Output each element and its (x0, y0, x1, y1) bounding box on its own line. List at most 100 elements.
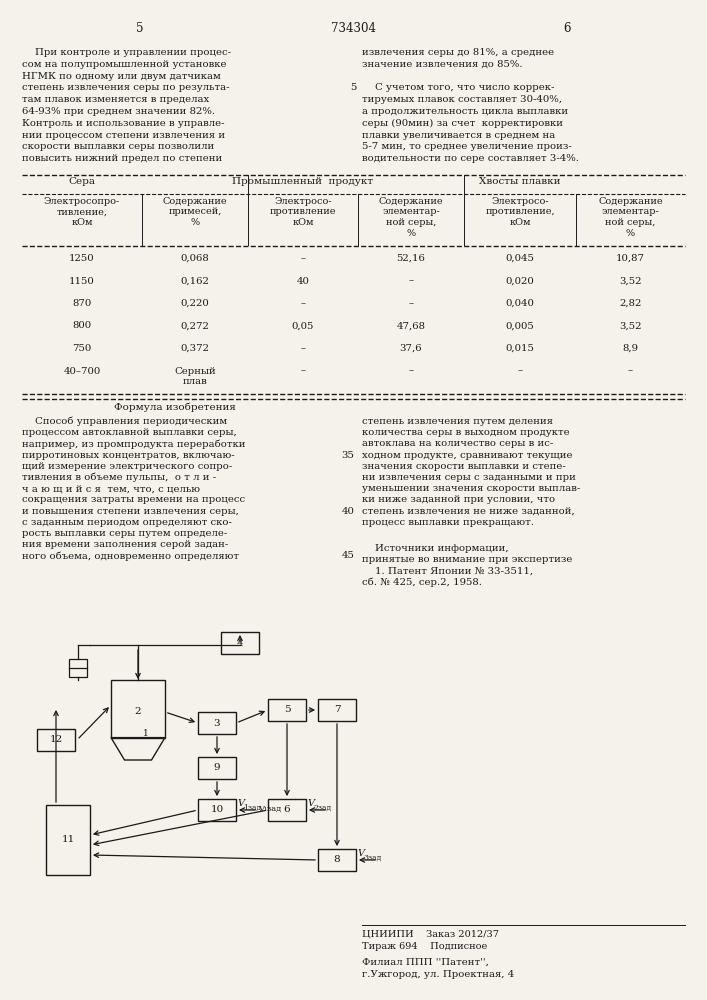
Text: а продолжительность цикла выплавки: а продолжительность цикла выплавки (362, 107, 568, 116)
Text: ч а ю щ и й с я  тем, что, с целью: ч а ю щ и й с я тем, что, с целью (22, 484, 200, 493)
Text: 1зад: 1зад (243, 804, 262, 812)
Bar (318, 849, 356, 871)
Text: Источники информации,: Источники информации, (362, 544, 508, 553)
Text: С учетом того, что число коррек-: С учетом того, что число коррек- (362, 83, 554, 92)
Text: ходном продукте, сравнивают текущие: ходном продукте, сравнивают текущие (362, 451, 573, 460)
Text: автоклава на количество серы в ис-: автоклава на количество серы в ис- (362, 439, 554, 448)
Text: Содержание: Содержание (598, 197, 663, 206)
Text: –: – (518, 366, 522, 375)
Text: сб. № 425, сер.2, 1958.: сб. № 425, сер.2, 1958. (362, 578, 482, 587)
Text: V: V (358, 848, 365, 857)
Text: 40: 40 (341, 507, 354, 516)
Text: –: – (409, 299, 414, 308)
Text: ного объема, одновременно определяют: ного объема, одновременно определяют (22, 551, 239, 561)
Text: значение извлечения до 85%.: значение извлечения до 85%. (362, 60, 522, 69)
Text: 734304: 734304 (330, 22, 375, 35)
Text: 5: 5 (284, 706, 291, 714)
Text: значения скорости выплавки и степе-: значения скорости выплавки и степе- (362, 462, 566, 471)
Text: Сера: Сера (69, 177, 95, 186)
Bar (198, 757, 236, 779)
Text: Содержание: Содержание (379, 197, 443, 206)
Text: примесей,: примесей, (168, 208, 222, 217)
Text: 1: 1 (143, 730, 149, 738)
Text: 0,040: 0,040 (506, 299, 534, 308)
Text: процесс выплавки прекращают.: процесс выплавки прекращают. (362, 518, 534, 527)
Text: 10: 10 (211, 806, 223, 814)
Text: 11: 11 (62, 836, 75, 844)
Text: 10,87: 10,87 (616, 254, 645, 263)
Bar (46, 805, 90, 875)
Text: %: % (190, 218, 199, 227)
Text: Содержание: Содержание (163, 197, 228, 206)
Text: с заданным периодом определяют ско-: с заданным периодом определяют ско- (22, 518, 232, 527)
Text: водительности по сере составляет 3-4%.: водительности по сере составляет 3-4%. (362, 154, 579, 163)
Text: 45: 45 (341, 551, 354, 560)
Text: Электросопро-: Электросопро- (44, 197, 120, 206)
Text: 5: 5 (350, 83, 356, 92)
Text: 47,68: 47,68 (397, 322, 426, 330)
Text: 2: 2 (135, 708, 141, 716)
Text: 0,015: 0,015 (506, 344, 534, 353)
Text: ЦНИИПИ    Заказ 2012/37: ЦНИИПИ Заказ 2012/37 (362, 930, 499, 939)
Text: тируемых плавок составляет 30-40%,: тируемых плавок составляет 30-40%, (362, 95, 562, 104)
Bar (318, 699, 356, 721)
Text: нии процессом степени извлечения и: нии процессом степени извлечения и (22, 131, 225, 140)
Bar (198, 799, 236, 821)
Text: Электросо-: Электросо- (274, 197, 332, 206)
Text: –: – (628, 366, 633, 375)
Text: г.Ужгород, ул. Проектная, 4: г.Ужгород, ул. Проектная, 4 (362, 970, 514, 979)
Text: 5: 5 (136, 22, 144, 35)
Text: количества серы в выходном продукте: количества серы в выходном продукте (362, 428, 570, 437)
Text: Формула изобретения: Формула изобретения (114, 403, 236, 412)
Text: 800: 800 (72, 322, 92, 330)
Text: скорости выплавки серы позволили: скорости выплавки серы позволили (22, 142, 214, 151)
Text: Способ управления периодическим: Способ управления периодическим (22, 417, 227, 426)
Text: 6: 6 (284, 806, 291, 814)
Text: 1150: 1150 (69, 276, 95, 286)
Text: принятые во внимание при экспертизе: принятые во внимание при экспертизе (362, 555, 573, 564)
Text: 0,220: 0,220 (180, 299, 209, 308)
Text: 12: 12 (49, 736, 63, 744)
Text: плав: плав (182, 376, 207, 385)
Text: например, из промпродукта переработки: например, из промпродукта переработки (22, 439, 245, 449)
Text: 40–700: 40–700 (64, 366, 100, 375)
Text: 4: 4 (237, 639, 243, 648)
Text: Серный: Серный (174, 366, 216, 375)
Bar (111, 680, 165, 738)
Text: Vıзад: Vıзад (258, 805, 281, 813)
Text: степень извлечения не ниже заданной,: степень извлечения не ниже заданной, (362, 507, 575, 516)
Text: –: – (300, 344, 305, 353)
Text: щий измерение электрического сопро-: щий измерение электрического сопро- (22, 462, 233, 471)
Text: 5-7 мин, то среднее увеличение произ-: 5-7 мин, то среднее увеличение произ- (362, 142, 572, 151)
Bar (37, 729, 75, 751)
Bar (268, 799, 306, 821)
Text: 8,9: 8,9 (622, 344, 638, 353)
Text: сокращения затраты времени на процесс: сокращения затраты времени на процесс (22, 495, 245, 504)
Text: 0,162: 0,162 (180, 276, 209, 286)
Text: 0,020: 0,020 (506, 276, 534, 286)
Text: серы (90мин) за счет  корректировки: серы (90мин) за счет корректировки (362, 119, 563, 128)
Text: 3,52: 3,52 (619, 276, 642, 286)
Text: противление: противление (270, 208, 337, 217)
Text: НГМК по одному или двум датчикам: НГМК по одному или двум датчикам (22, 72, 221, 81)
Text: 0,045: 0,045 (506, 254, 534, 263)
Text: 0,272: 0,272 (180, 322, 209, 330)
Text: Тираж 694    Подписное: Тираж 694 Подписное (362, 942, 487, 951)
Text: 870: 870 (72, 299, 92, 308)
Text: 0,372: 0,372 (180, 344, 209, 353)
Text: 750: 750 (72, 344, 92, 353)
Bar (198, 712, 236, 734)
Text: 52,16: 52,16 (397, 254, 426, 263)
Text: 0,05: 0,05 (292, 322, 314, 330)
Text: –: – (409, 276, 414, 286)
Text: противление,: противление, (485, 208, 555, 217)
Text: ни извлечения серы с заданными и при: ни извлечения серы с заданными и при (362, 473, 576, 482)
Text: 2зад: 2зад (313, 804, 332, 812)
Text: сом на полупромышленной установке: сом на полупромышленной установке (22, 60, 226, 69)
Text: 3: 3 (214, 718, 221, 728)
Text: 6: 6 (563, 22, 571, 35)
Text: 64-93% при среднем значении 82%.: 64-93% при среднем значении 82%. (22, 107, 215, 116)
Text: кОм: кОм (292, 218, 314, 227)
Text: Промышленный  продукт: Промышленный продукт (233, 177, 373, 186)
Text: 1250: 1250 (69, 254, 95, 263)
